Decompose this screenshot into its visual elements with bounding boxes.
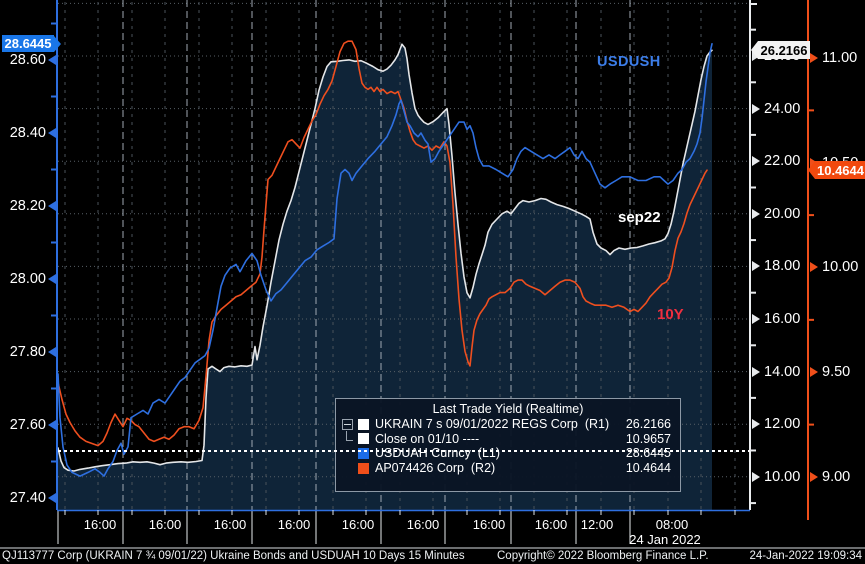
badge-arrow-icon [751,41,758,59]
series-swatch [358,418,369,430]
annotation-sep22: sep22 [618,209,661,226]
far-right-axis-minor-tick [808,318,814,321]
far-right-axis-minor-tick [808,214,814,217]
legend-row-ukrain-bond[interactable]: UKRAIN 7 s 09/01/2022 REGS Corp (R1) 26.… [336,417,680,432]
badge-arrow-icon [54,35,61,52]
annotation-10y: 10Y [657,306,684,323]
right-axis-minor-tick [750,291,756,294]
far-right-axis-minor-tick [808,423,814,426]
tree-collapse-icon[interactable] [342,418,353,430]
right-axis-minor-tick [750,344,756,347]
area-fill [58,44,712,510]
right-axis-minor-tick [750,502,756,505]
statusbar-datetime: 24-Jan-2022 19:09:34 [749,550,862,562]
right-axis-minor-tick [750,239,756,242]
left-axis-minor-tick [51,387,57,390]
right-axis-minor-tick [750,186,756,189]
right-axis-last-value-badge: 26.2166 [751,41,810,59]
statusbar-security-description: QJ113777 Corp (UKRAIN 7 ¾ 09/01/22) Ukra… [2,550,465,562]
legend-row-usduah[interactable]: USDUAH Curncy (L1) 28.6445 [336,446,680,461]
far-right-axis-last-value: 10.4644 [815,161,865,179]
badge-arrow-icon [808,161,815,179]
left-axis-minor-tick [51,22,57,25]
close-price-dotted-line [58,450,750,452]
right-axis-minor-tick [750,396,756,399]
legend-label: AP074426 Corp (R2) [375,461,496,476]
legend-label: Close on 01/10 ---- [375,431,480,446]
right-axis-minor-tick [750,449,756,452]
series-swatch [358,433,369,445]
chart-legend[interactable]: Last Trade Yield (Realtime) UKRAIN 7 s 0… [335,398,681,492]
right-axis-top-tick [750,3,757,5]
tree-branch-icon [346,431,353,442]
far-right-axis-last-value-badge: 10.4644 [808,161,865,179]
legend-value: 28.6445 [625,446,671,461]
legend-title: Last Trade Yield (Realtime) [432,402,584,416]
legend-value: 10.9657 [625,431,671,446]
x-axis-date-label: 24 Jan 2022 [629,532,701,547]
right-axis-minor-tick [750,28,756,31]
legend-label: UKRAIN 7 s 09/01/2022 REGS Corp (R1) [375,417,610,432]
usduah-line [57,43,713,477]
legend-row-ap074426[interactable]: AP074426 Corp (R2) 10.4644 [336,461,680,476]
legend-label: USDUAH Curncy (L1) [375,446,501,461]
left-axis-minor-tick [51,168,57,171]
left-axis-last-value-badge: 28.6445 [2,35,61,52]
left-axis-minor-tick [51,241,57,244]
series-swatch [358,447,369,459]
left-axis-minor-tick [51,314,57,317]
statusbar-copyright: Copyright© 2022 Bloomberg Finance L.P. [497,550,709,562]
legend-value: 26.2166 [625,417,671,432]
left-axis-minor-tick [51,95,57,98]
right-axis-last-value: 26.2166 [758,41,810,59]
left-axis-minor-tick [51,460,57,463]
series-swatch [358,462,369,474]
ukrain-bond-line [57,43,713,472]
annotation-usdush: USDUSH [597,54,661,70]
ap074426-line [57,40,708,447]
right-axis-minor-tick [750,81,756,84]
right-axis-minor-tick [750,133,756,136]
legend-row-close[interactable]: Close on 01/10 ---- 10.9657 [336,431,680,447]
far-right-axis-minor-tick [808,109,814,112]
legend-value: 10.4644 [625,461,671,476]
left-axis-last-value: 28.6445 [2,35,54,52]
